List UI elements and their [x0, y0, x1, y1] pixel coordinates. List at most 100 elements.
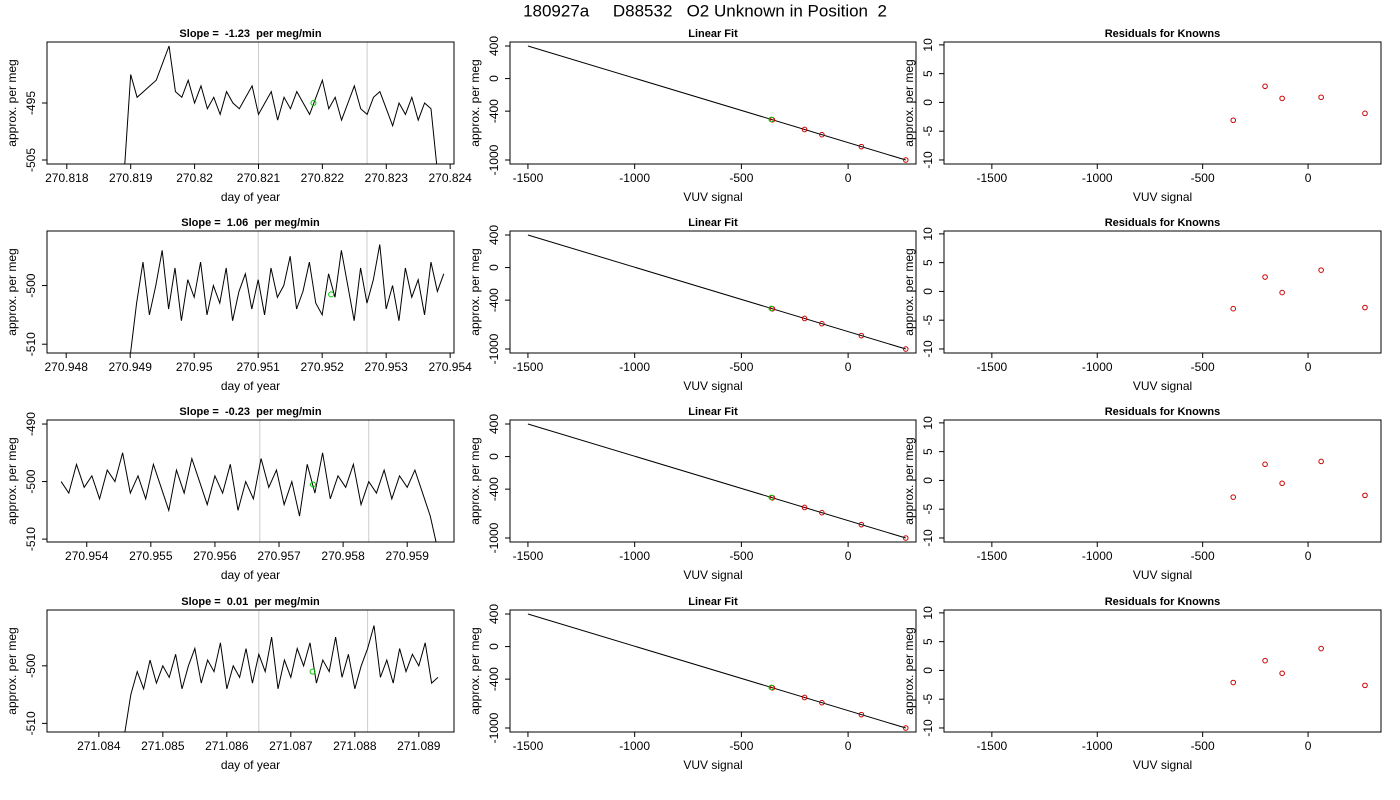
y-axis-label: approx. per meg: [468, 248, 482, 335]
point: [1262, 461, 1268, 468]
plot-area: [1230, 267, 1368, 312]
y-tick-label: 400: [487, 36, 501, 56]
point: [1318, 94, 1324, 101]
point: [1279, 670, 1285, 677]
figure-title: 180927a D88532 O2 Unknown in Position 2: [523, 1, 887, 20]
y-tick-label: 0: [487, 453, 501, 460]
y-tick-label: -510: [24, 711, 38, 735]
plot-frame: [943, 41, 1382, 165]
x-tick-label: -500: [729, 360, 753, 374]
x-tick-label: 270.821: [237, 171, 281, 185]
point: [768, 116, 775, 123]
y-axis-label: approx. per meg: [468, 627, 482, 714]
x-axis-label: VUV signal: [683, 568, 742, 582]
point: [819, 131, 825, 138]
x-tick-label: 270.824: [428, 171, 472, 185]
x-tick-label: -1500: [977, 171, 1008, 185]
point: [1318, 645, 1324, 652]
x-tick-label: 270.822: [301, 171, 345, 185]
x-axis-label: VUV signal: [683, 379, 742, 393]
x-tick-label: 271.089: [397, 739, 441, 753]
plot-area: [527, 234, 909, 352]
x-tick-label: -1000: [619, 171, 650, 185]
x-axis-label: day of year: [221, 758, 280, 772]
point: [902, 346, 909, 352]
point: [1318, 458, 1324, 465]
panel: Slope = 1.06 per meg/min day of year appro…: [5, 217, 472, 393]
x-tick-label: 270.957: [257, 549, 301, 563]
y-tick-label: 400: [487, 225, 501, 245]
point: [819, 509, 825, 516]
plot-area: [1230, 83, 1368, 124]
data-line: [130, 244, 445, 353]
y-axis-label: approx. per meg: [5, 59, 19, 146]
x-tick-label: 271.084: [77, 739, 121, 753]
y-tick-label: -1000: [487, 144, 501, 175]
x-tick-label: 270.819: [109, 171, 153, 185]
x-tick-label: -500: [729, 171, 753, 185]
x-tick-label: -500: [1191, 360, 1215, 374]
x-tick-label: -1500: [513, 171, 544, 185]
y-tick-label: 10: [921, 38, 935, 52]
x-axis-label: day of year: [221, 568, 280, 582]
x-tick-label: 0: [1305, 360, 1312, 374]
plot-frame: [46, 419, 455, 543]
point: [902, 157, 909, 163]
point: [1362, 492, 1368, 499]
x-tick-label: -500: [1191, 171, 1215, 185]
point: [1279, 480, 1285, 487]
data-line: [60, 452, 437, 542]
point: [1230, 305, 1237, 312]
point: [801, 504, 808, 511]
x-axis-label: VUV signal: [1133, 568, 1192, 582]
point: [1362, 110, 1368, 117]
x-tick-label: 270.958: [321, 549, 365, 563]
y-axis-label: approx. per meg: [468, 437, 482, 524]
x-tick-label: 270.948: [45, 360, 89, 374]
x-tick-label: 270.954: [65, 549, 109, 563]
panel: Residuals for Knowns VUV signal approx. pe…: [902, 217, 1382, 393]
x-tick-label: 270.952: [300, 360, 344, 374]
point: [1362, 304, 1368, 311]
y-tick-label: 0: [487, 75, 501, 82]
y-tick-label: -400: [487, 99, 501, 123]
point: [1230, 679, 1237, 686]
panel: Residuals for Knowns VUV signal approx. pe…: [902, 28, 1382, 204]
plot-area: [1230, 458, 1368, 500]
x-tick-label: 270.959: [386, 549, 430, 563]
y-tick-label: 0: [487, 643, 501, 650]
y-tick-label: 400: [487, 604, 501, 624]
x-tick-label: -1500: [513, 549, 544, 563]
unknown-point: [309, 668, 316, 675]
point: [1318, 267, 1324, 273]
y-tick-label: 0: [921, 99, 935, 106]
panel: Linear Fit VUV signal approx. per meg -1500…: [468, 28, 917, 204]
x-tick-label: -500: [729, 549, 753, 563]
panel: Slope = -1.23 per meg/min day of year appr…: [5, 28, 472, 204]
x-tick-label: -1000: [1082, 549, 1113, 563]
y-tick-label: -10: [921, 529, 935, 547]
y-tick-label: -510: [24, 527, 38, 551]
x-tick-label: -1000: [1082, 739, 1113, 753]
y-axis-label: approx. per meg: [902, 627, 916, 714]
plot-area: [60, 420, 437, 542]
plot-frame: [509, 419, 917, 543]
unknown-point: [328, 291, 335, 298]
plot-area: [527, 613, 909, 731]
plot-area: [124, 42, 438, 164]
x-tick-label: 0: [1305, 739, 1312, 753]
panel: Linear Fit VUV signal approx. per meg -1500…: [468, 217, 917, 393]
y-tick-label: -400: [487, 288, 501, 312]
x-tick-label: 0: [845, 171, 852, 185]
x-tick-label: 271.087: [269, 739, 313, 753]
x-tick-label: -1000: [619, 739, 650, 753]
y-tick-label: -500: [24, 653, 38, 677]
y-tick-label: -490: [24, 412, 38, 436]
x-tick-label: 270.949: [108, 360, 152, 374]
y-tick-label: -510: [24, 332, 38, 356]
x-tick-label: 0: [845, 360, 852, 374]
panel: Slope = -0.23 per meg/min day of year appr…: [5, 406, 455, 582]
x-tick-label: 0: [845, 739, 852, 753]
panel-title: Residuals for Knowns: [1105, 406, 1221, 418]
